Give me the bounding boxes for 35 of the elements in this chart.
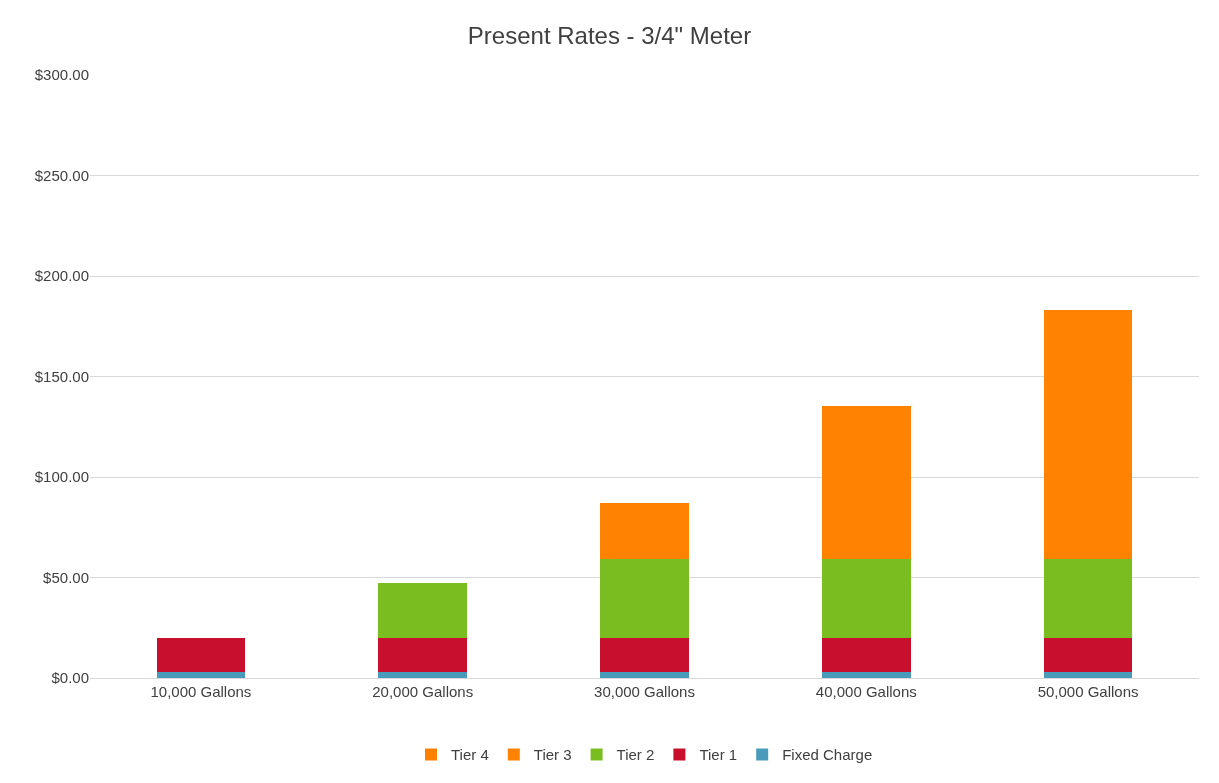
y-tick-label: $250.00	[34, 166, 89, 184]
bar	[600, 671, 689, 678]
bar	[378, 671, 468, 678]
y-tick-label: $150.00	[34, 367, 89, 385]
legend-label: Tier 1	[699, 746, 738, 764]
bar	[821, 637, 911, 672]
bar	[1043, 559, 1133, 638]
x-tick-label: 50,000 Gallons	[1037, 683, 1139, 700]
x-tick-label: 30,000 Gallons	[594, 683, 695, 700]
legend-label: Fixed Charge	[782, 746, 873, 764]
y-tick-label: $0.00	[51, 669, 89, 687]
y-tick-label: $200.00	[34, 267, 89, 285]
x-tick-label: 20,000 Gallons	[372, 683, 474, 700]
bar	[821, 559, 911, 638]
y-tick-label: $50.00	[43, 568, 89, 586]
y-tick-label: $300.00	[34, 66, 89, 84]
bar	[1043, 637, 1133, 672]
bar	[821, 671, 911, 678]
x-tick-label: 10,000 Gallons	[150, 683, 252, 700]
legend-label: Tier 2	[616, 746, 655, 764]
chart-title: Present Rates - 3/4" Meter	[467, 22, 752, 50]
bar	[156, 637, 246, 672]
x-tick-label: 40,000 Gallons	[815, 683, 917, 700]
bar	[600, 502, 689, 560]
legend-label: Tier 4	[451, 746, 489, 764]
bar	[1043, 671, 1133, 678]
bar	[821, 405, 911, 560]
bar	[378, 637, 468, 672]
bar	[600, 637, 689, 672]
legend-label: Tier 3	[533, 746, 572, 764]
y-tick-label: $100.00	[34, 468, 89, 486]
bar	[600, 559, 689, 638]
bar	[156, 671, 246, 678]
bar	[378, 582, 468, 638]
bar	[1043, 310, 1133, 560]
